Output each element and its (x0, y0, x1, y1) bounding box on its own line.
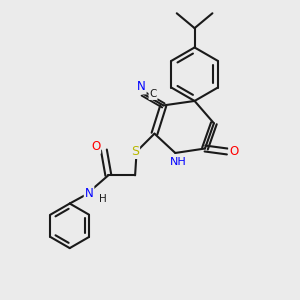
Text: S: S (131, 145, 139, 158)
Text: N: N (137, 80, 146, 94)
Text: C: C (149, 89, 157, 99)
Text: O: O (229, 145, 239, 158)
Text: NH: NH (170, 157, 187, 167)
Text: H: H (98, 194, 106, 204)
Text: O: O (91, 140, 100, 153)
Text: N: N (85, 187, 93, 200)
